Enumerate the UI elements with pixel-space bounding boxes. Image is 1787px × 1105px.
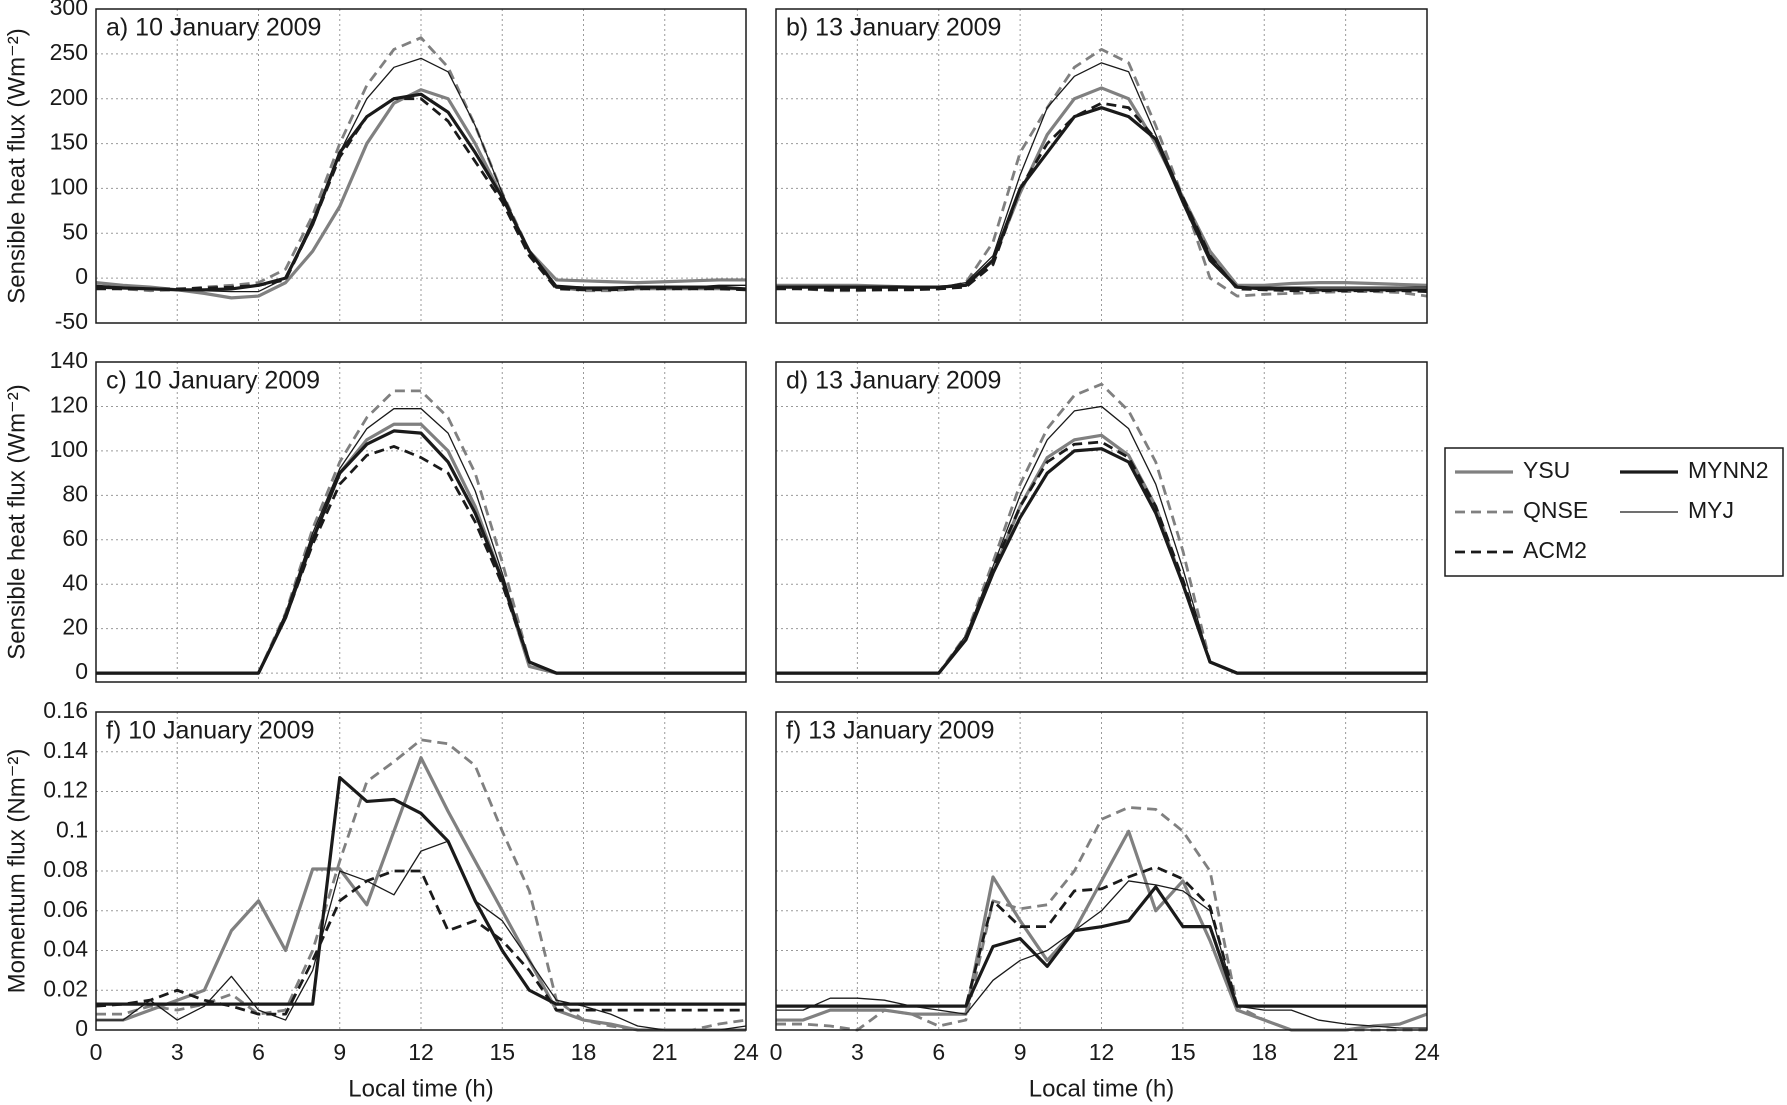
series-line xyxy=(96,408,746,674)
x-tick-label: 21 xyxy=(652,1039,678,1065)
plot-frame xyxy=(775,711,1428,1031)
panel-title: a) 10 January 2009 xyxy=(106,14,321,42)
series-line xyxy=(95,57,746,293)
series-line xyxy=(776,865,1427,1008)
x-tick-label: 21 xyxy=(1333,1039,1359,1065)
y-axis-label: Sensible heat flux (Wm⁻²) xyxy=(3,28,30,303)
x-tick-label: 0 xyxy=(770,1039,783,1065)
y-tick-label: 60 xyxy=(62,525,88,551)
y-axis-label: Momentum flux (Nm⁻²) xyxy=(3,749,30,994)
plot-frame xyxy=(95,711,747,1031)
x-tick-label: 15 xyxy=(1170,1039,1196,1065)
y-tick-label: 140 xyxy=(50,347,88,373)
series-line xyxy=(776,86,1428,289)
series-line xyxy=(776,440,1427,675)
y-tick-label: 0.06 xyxy=(43,896,88,922)
y-tick-label: 0.14 xyxy=(43,737,88,763)
y-tick-label: 300 xyxy=(50,0,88,20)
y-tick-label: 0 xyxy=(75,1015,88,1041)
legend-label: YSU xyxy=(1523,457,1570,483)
y-tick-label: 0.04 xyxy=(43,936,88,962)
series-line xyxy=(776,806,1427,1032)
series-line xyxy=(776,62,1427,288)
y-axis-label: Sensible heat flux (Wm⁻²) xyxy=(3,384,30,659)
x-tick-label: 18 xyxy=(571,1039,597,1065)
y-tick-label: 40 xyxy=(62,569,88,595)
y-tick-label: 80 xyxy=(62,480,88,506)
x-tick-label: 24 xyxy=(733,1039,759,1065)
y-tick-label: 150 xyxy=(50,129,88,155)
plot-frame xyxy=(775,361,1428,683)
x-tick-label: 15 xyxy=(489,1039,515,1065)
y-tick-label: 0.08 xyxy=(43,856,88,882)
y-tick-label: 0 xyxy=(75,263,88,289)
series-line xyxy=(96,445,746,675)
series-line xyxy=(775,47,1428,298)
series-line xyxy=(95,869,746,1016)
y-tick-label: -50 xyxy=(55,308,88,334)
series-line xyxy=(96,840,747,1031)
series-line xyxy=(776,885,1427,1008)
x-tick-label: 9 xyxy=(1014,1039,1027,1065)
y-tick-label: 20 xyxy=(62,614,88,640)
x-axis-label: Local time (h) xyxy=(1029,1075,1174,1102)
x-tick-label: 3 xyxy=(171,1039,184,1065)
legend-box xyxy=(1444,447,1784,577)
y-tick-label: 50 xyxy=(62,218,88,244)
x-tick-label: 9 xyxy=(333,1039,346,1065)
panel-title: b) 13 January 2009 xyxy=(786,14,1001,42)
series-line xyxy=(96,775,746,1006)
x-tick-label: 12 xyxy=(1089,1039,1115,1065)
panel-title: d) 13 January 2009 xyxy=(786,367,1001,395)
x-tick-label: 6 xyxy=(932,1039,945,1065)
panel-title: c) 10 January 2009 xyxy=(106,367,320,395)
plot-frame xyxy=(95,8,747,324)
y-tick-label: 120 xyxy=(50,392,88,418)
series-line xyxy=(95,36,746,293)
x-axis-label: Local time (h) xyxy=(348,1075,493,1102)
series-line xyxy=(776,829,1428,1032)
y-tick-label: 100 xyxy=(50,174,88,200)
legend-label: QNSE xyxy=(1523,497,1588,523)
y-tick-label: 0.02 xyxy=(43,975,88,1001)
legend-label: MYNN2 xyxy=(1688,457,1769,483)
plot-frame xyxy=(95,361,747,683)
panel-title: f) 13 January 2009 xyxy=(786,717,994,745)
y-tick-label: 0 xyxy=(75,658,88,684)
x-tick-label: 24 xyxy=(1414,1039,1440,1065)
x-tick-label: 0 xyxy=(90,1039,103,1065)
x-tick-label: 18 xyxy=(1251,1039,1277,1065)
y-tick-label: 0.1 xyxy=(56,816,88,842)
series-line xyxy=(96,97,747,292)
x-tick-label: 3 xyxy=(851,1039,864,1065)
series-line xyxy=(776,101,1428,293)
x-tick-label: 6 xyxy=(252,1039,265,1065)
y-tick-label: 100 xyxy=(50,436,88,462)
panel-title: f) 10 January 2009 xyxy=(106,717,314,745)
plot-frame xyxy=(775,8,1428,324)
series-line xyxy=(95,88,746,300)
series-line xyxy=(776,880,1427,1029)
y-tick-label: 0.16 xyxy=(43,697,88,723)
legend-label: MYJ xyxy=(1688,497,1734,523)
legend-label: ACM2 xyxy=(1523,537,1587,563)
legend: YSU MYNN2 QNSE MYJ ACM2 xyxy=(1444,447,1784,577)
y-tick-label: 0.12 xyxy=(43,777,88,803)
y-tick-label: 200 xyxy=(50,84,88,110)
x-tick-label: 12 xyxy=(408,1039,434,1065)
y-tick-label: 250 xyxy=(50,39,88,65)
